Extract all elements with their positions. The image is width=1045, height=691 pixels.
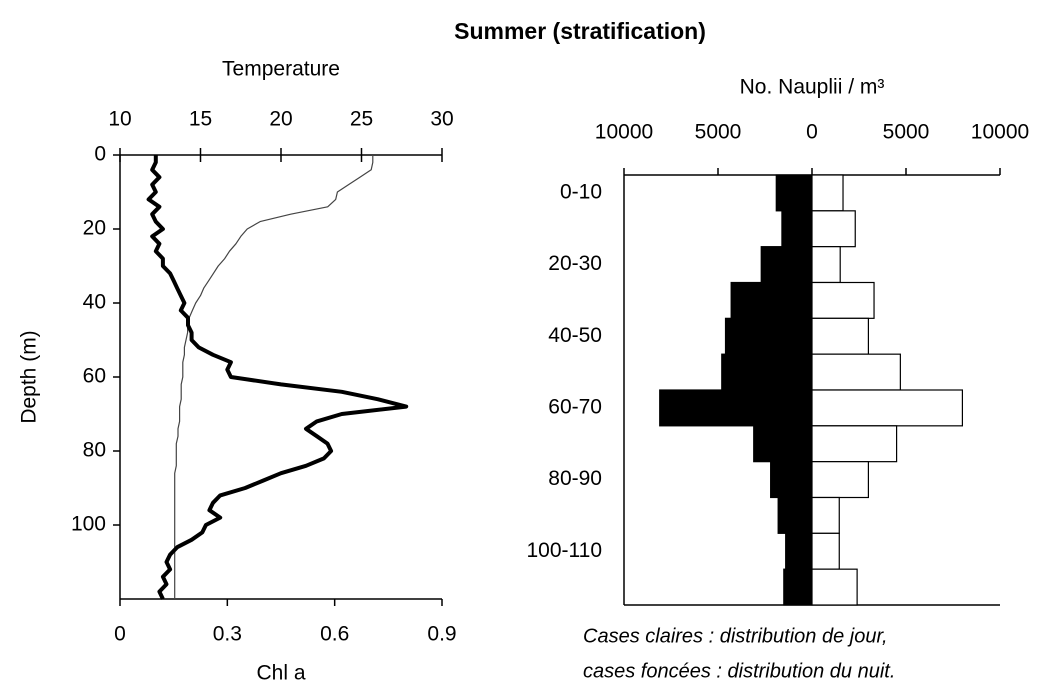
category-label: 0-10 <box>560 180 602 203</box>
y-axis-label: Depth (m) <box>18 330 41 423</box>
bar <box>811 174 844 212</box>
bar <box>775 174 813 212</box>
bar <box>811 246 841 284</box>
bar <box>730 281 813 319</box>
bar <box>811 210 856 248</box>
caption: cases foncées : distribution du nuit. <box>583 660 895 682</box>
bar <box>811 353 901 391</box>
bar <box>724 317 813 355</box>
caption: Cases claires : distribution de jour, <box>583 625 888 647</box>
x-tick-label: 5000 <box>883 121 930 144</box>
bar <box>785 532 813 570</box>
x2-axis-label: Temperature <box>222 58 340 81</box>
y-tick-label: 100 <box>71 513 106 536</box>
x-tick-label: 10000 <box>595 121 653 144</box>
y-tick-label: 0 <box>94 143 106 166</box>
x2-tick-label: 30 <box>430 108 453 131</box>
bar <box>781 210 813 248</box>
bar <box>721 353 813 391</box>
x-axis-label: No. Nauplii / m³ <box>740 76 885 99</box>
bar <box>760 246 813 284</box>
bar <box>811 461 870 499</box>
bar <box>777 496 813 534</box>
bar <box>770 461 813 499</box>
profile-line <box>146 155 409 600</box>
bar <box>811 496 840 534</box>
bar <box>659 389 813 427</box>
category-label: 60-70 <box>548 395 602 418</box>
x2-tick-label: 20 <box>269 108 292 131</box>
bar <box>811 389 963 427</box>
bar <box>783 568 813 606</box>
x-tick-label: 10000 <box>971 121 1029 144</box>
category-label: 20-30 <box>548 252 602 275</box>
category-label: 80-90 <box>548 467 602 490</box>
y-tick-label: 20 <box>83 217 106 240</box>
bar <box>811 425 898 463</box>
x-tick-label: 0.6 <box>320 623 349 646</box>
category-label: 100-110 <box>526 539 602 562</box>
x-tick-label: 0.9 <box>427 623 456 646</box>
bar <box>753 425 813 463</box>
bar <box>811 281 875 319</box>
bar <box>811 532 840 570</box>
x-tick-label: 0 <box>806 121 818 144</box>
x-tick-label: 0.3 <box>213 623 242 646</box>
x2-tick-label: 25 <box>350 108 373 131</box>
category-label: 40-50 <box>548 324 602 347</box>
x-axis-label: Chl a <box>256 662 305 685</box>
x2-tick-label: 15 <box>189 108 212 131</box>
x-tick-label: 0 <box>114 623 126 646</box>
profile-line <box>174 155 374 599</box>
figure-title: Summer (stratification) <box>454 18 706 44</box>
bar <box>811 317 870 355</box>
x2-tick-label: 10 <box>108 108 131 131</box>
y-tick-label: 80 <box>83 439 106 462</box>
y-tick-label: 60 <box>83 365 106 388</box>
bar <box>811 568 858 606</box>
y-tick-label: 40 <box>83 291 106 314</box>
x-tick-label: 5000 <box>695 121 742 144</box>
